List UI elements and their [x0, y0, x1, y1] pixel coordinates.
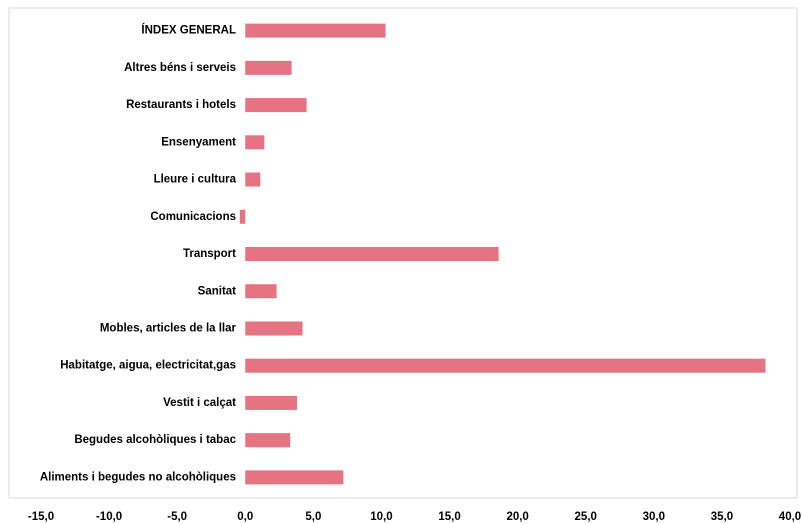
y-tick-label: Vestit i calçat [163, 397, 236, 409]
y-tick-label: ÍNDEX GENERAL [141, 24, 236, 37]
bar [245, 321, 303, 336]
chart-frame [8, 7, 798, 499]
bar [245, 98, 307, 113]
y-tick-label: Comunicacions [150, 211, 236, 223]
y-tick-label: Altres béns i serveis [124, 62, 236, 74]
y-tick-label: Lleure i cultura [154, 174, 237, 186]
bar [245, 395, 298, 410]
y-tick-label: Mobles, articles de la llar [100, 322, 237, 334]
bar [245, 358, 766, 373]
bar [239, 209, 246, 224]
x-tick-label: 10,0 [370, 511, 392, 523]
x-tick-label: 0,0 [237, 511, 253, 523]
x-tick-label: 25,0 [575, 511, 597, 523]
y-tick-label: Aliments i begudes no alcohòliques [40, 471, 236, 483]
bar [245, 247, 499, 261]
x-tick-label: 40,0 [779, 511, 801, 523]
x-tick-label: -15,0 [28, 511, 54, 523]
bar [245, 135, 265, 150]
y-tick-label: Restaurants i hotels [126, 99, 236, 111]
bar [245, 23, 386, 38]
bar [245, 60, 292, 75]
bar [245, 433, 291, 448]
y-tick-label: Sanitat [198, 285, 237, 297]
x-tick-label: -5,0 [167, 511, 187, 523]
bar [245, 172, 261, 187]
x-tick-label: -10,0 [96, 511, 122, 523]
x-tick-label: 20,0 [506, 511, 528, 523]
bar [245, 284, 277, 299]
y-tick-label: Ensenyament [161, 136, 236, 148]
bar [245, 470, 344, 485]
y-tick-label: Transport [183, 248, 236, 260]
x-tick-label: 5,0 [305, 511, 321, 523]
y-tick-label: Begudes alcohòliques i tabac [74, 434, 236, 446]
x-tick-label: 30,0 [643, 511, 665, 523]
x-tick-label: 35,0 [711, 511, 733, 523]
y-tick-label: Habitatge, aigua, electricitat,gas [60, 360, 236, 372]
x-tick-label: 15,0 [438, 511, 460, 523]
